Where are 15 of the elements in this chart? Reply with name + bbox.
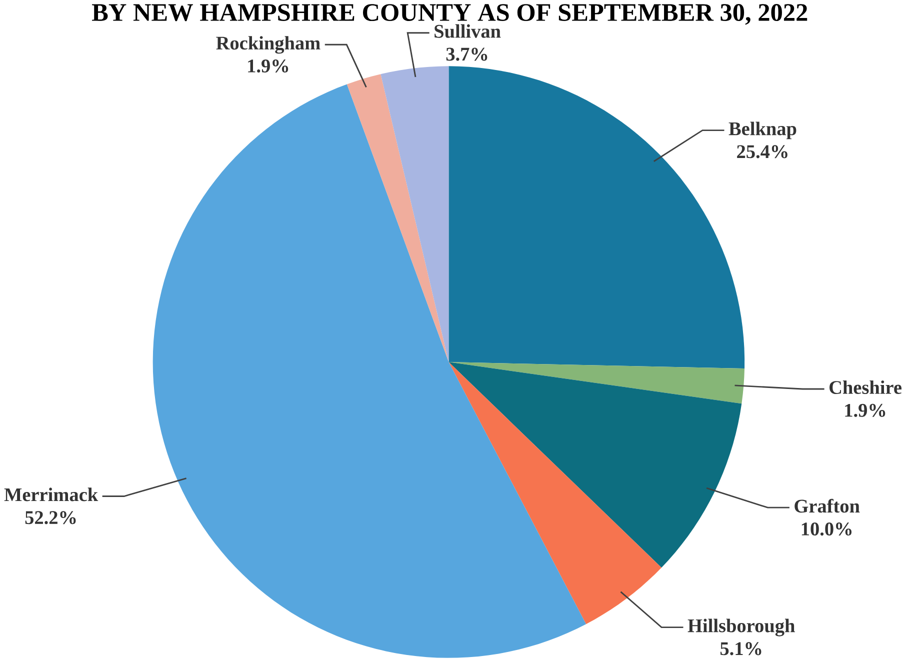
data-label: 3.7% [446,48,488,61]
data-label: 52.2% [25,511,76,524]
data-label: 1.9% [845,404,886,417]
data-label: 10.0% [802,522,852,536]
data-label: 25.4% [737,145,788,158]
slice-label: Sullivan [434,24,501,38]
slice-label: Cheshire [830,380,902,394]
chart-title: BY NEW HAMPSHIRE COUNTY AS OF SEPTEMBER 30, 2022 [92,4,808,25]
data-label: 1.9% [248,59,288,72]
slice-label: Grafton [794,498,860,513]
slice-label: Belknap [728,122,796,140]
slice-label: Merrimack [4,488,98,502]
data-label: 5.1% [720,642,762,656]
slice-label: Hillsborough [688,618,795,636]
slice-label: Rockingham [216,36,320,54]
